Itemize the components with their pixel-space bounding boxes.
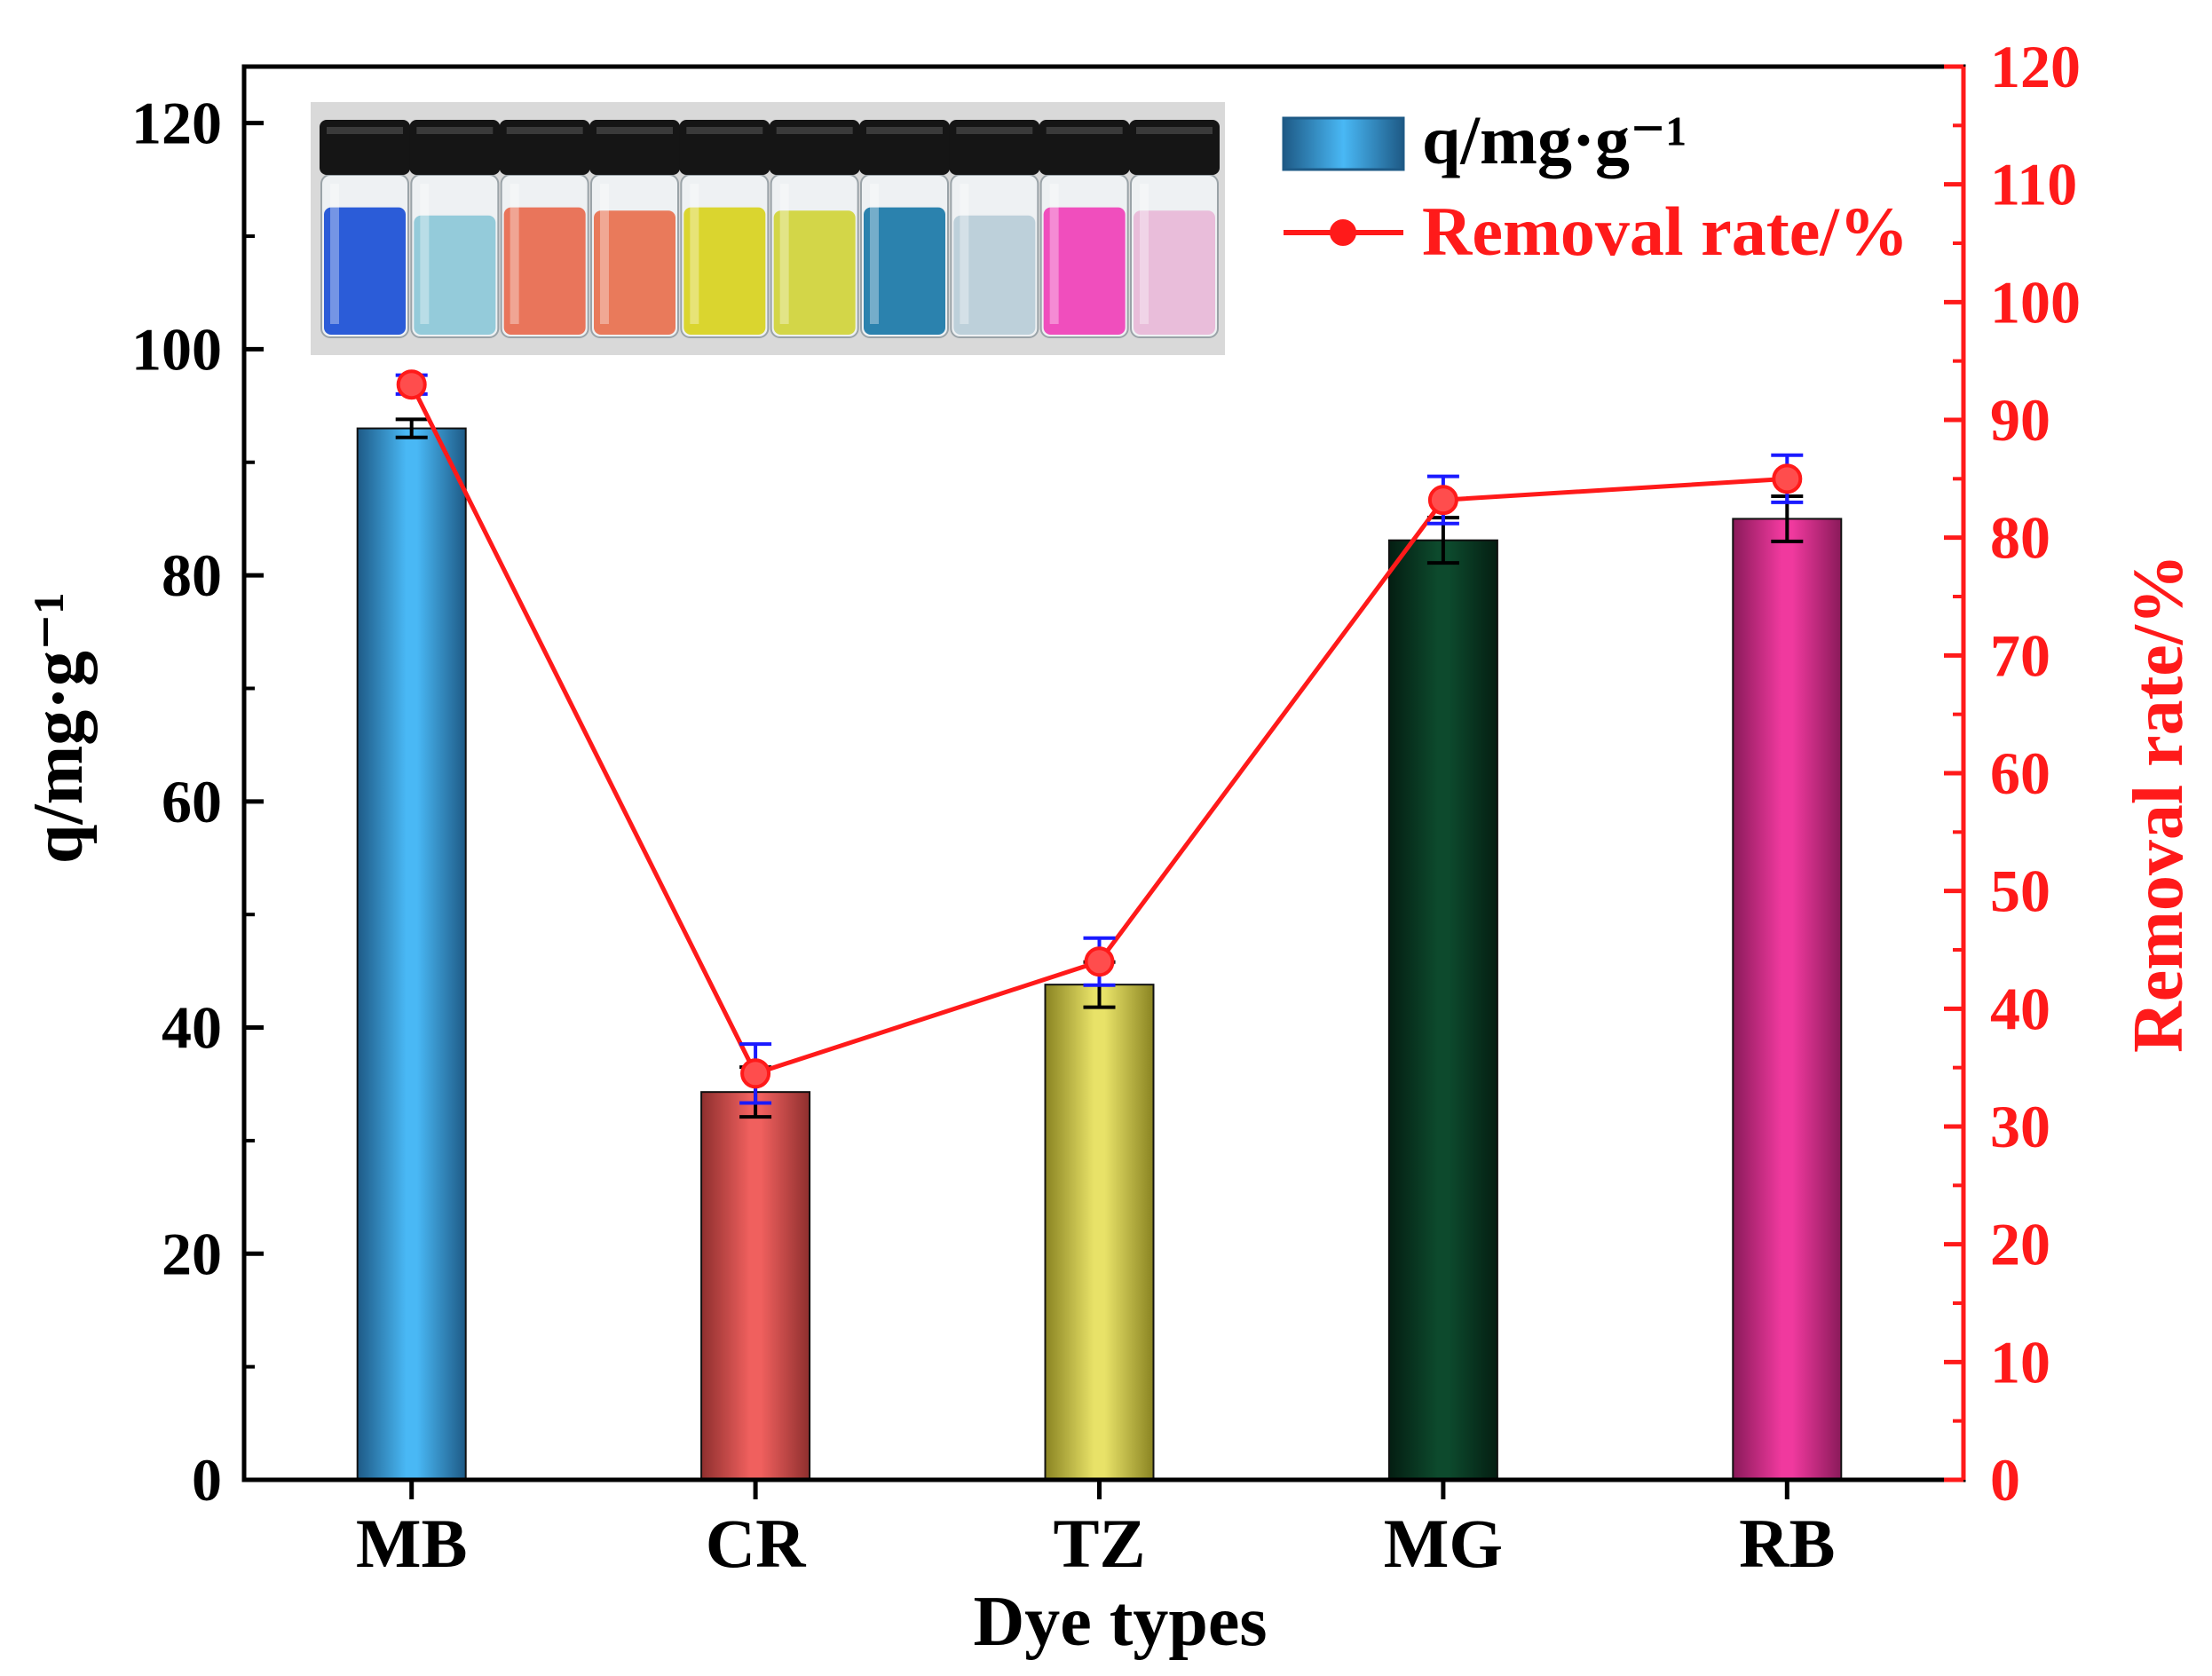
vial-highlight: [420, 184, 430, 324]
vial-liquid: [503, 207, 586, 335]
line-series: [395, 369, 1804, 1105]
vial-cap-shine: [596, 127, 673, 134]
left-tick-label: 60: [162, 768, 222, 835]
vial-cap-shine: [327, 127, 403, 134]
legend-label-line: Removal rate/%: [1422, 193, 1908, 270]
vial-cap-shine: [506, 127, 583, 134]
right-tick-label: 80: [1990, 504, 2050, 572]
x-axis-title: Dye types: [973, 1583, 1267, 1661]
vial-highlight: [960, 184, 969, 324]
bar: [356, 427, 467, 1481]
vial-liquid: [324, 207, 406, 335]
right-tick-label: 10: [1990, 1328, 2050, 1395]
vial-highlight: [870, 184, 879, 324]
legend: q/mg·g⁻¹ Removal rate/%: [1282, 101, 1908, 270]
bar: [1732, 518, 1843, 1482]
vial-cap-shine: [776, 127, 853, 134]
right-tick-label: 110: [1990, 151, 2077, 218]
right-tick-label: 40: [1990, 975, 2050, 1042]
line-point: [1772, 463, 1803, 494]
right-tick-label: 0: [1990, 1446, 2020, 1514]
right-tick-label: 100: [1990, 268, 2081, 336]
left-tick-label: 0: [192, 1446, 222, 1514]
right-tick-label: 50: [1990, 858, 2050, 925]
vial-cap-shine: [1046, 127, 1123, 134]
vial-liquid: [864, 207, 945, 335]
category-label: TZ: [1053, 1505, 1145, 1582]
vial-liquid: [414, 215, 496, 335]
vial-cap-shine: [686, 127, 763, 134]
vial-cap-shine: [866, 127, 943, 134]
right-tick-label: 30: [1990, 1093, 2050, 1160]
vial-highlight: [779, 184, 789, 324]
line-point: [1084, 946, 1115, 977]
vial-liquid: [594, 210, 675, 335]
vial-highlight: [690, 184, 699, 324]
right-tick-label: 120: [1990, 33, 2081, 100]
vial-highlight: [330, 184, 339, 324]
bar: [1387, 539, 1498, 1481]
left-tick-label: 40: [162, 994, 222, 1062]
vial-cap-shine: [1136, 127, 1213, 134]
vial-liquid: [1134, 210, 1215, 335]
line-point: [396, 369, 427, 400]
x-axis-ticks: MB CR TZ MG RB: [356, 1480, 1835, 1582]
right-tick-label: 60: [1990, 739, 2050, 807]
category-label: MB: [356, 1505, 468, 1582]
inset-photo: [311, 102, 1225, 355]
bar-series: [356, 417, 1843, 1482]
vial-highlight: [600, 184, 609, 324]
vial-liquid: [1043, 207, 1126, 335]
right-axis-title: Removal rate/%: [2120, 554, 2198, 1053]
category-label: RB: [1739, 1505, 1835, 1582]
category-label: CR: [706, 1505, 807, 1582]
left-axis-ticks: 0 20 40 60 80 100 120: [131, 90, 264, 1514]
vial-highlight: [1140, 184, 1149, 324]
legend-swatch-marker: [1330, 219, 1356, 246]
left-axis-title: q/mg·g⁻¹: [20, 592, 98, 864]
bar: [700, 1091, 811, 1481]
left-tick-label: 120: [131, 90, 222, 157]
line-point: [1427, 485, 1458, 516]
right-tick-label: 90: [1990, 386, 2050, 454]
vial-cap-shine: [956, 127, 1033, 134]
vial-highlight: [510, 184, 519, 324]
category-label: MG: [1384, 1505, 1503, 1582]
legend-label-bar: q/mg·g⁻¹: [1422, 101, 1687, 178]
right-axis-ticks: 0 10 20 30 40 50 60 70 80 90 100 110 120: [1944, 33, 2081, 1514]
left-tick-label: 100: [131, 315, 222, 383]
legend-swatch-bar: [1282, 116, 1405, 171]
bar: [1044, 984, 1155, 1481]
vial-liquid: [683, 207, 766, 335]
vial-liquid: [773, 210, 856, 335]
vial-liquid: [953, 215, 1036, 335]
right-tick-label: 70: [1990, 621, 2050, 689]
line-point: [740, 1058, 771, 1089]
left-tick-label: 80: [162, 542, 222, 609]
vial-cap-shine: [416, 127, 494, 134]
left-tick-label: 20: [162, 1220, 222, 1287]
right-tick-label: 20: [1990, 1211, 2050, 1278]
vial-highlight: [1049, 184, 1059, 324]
